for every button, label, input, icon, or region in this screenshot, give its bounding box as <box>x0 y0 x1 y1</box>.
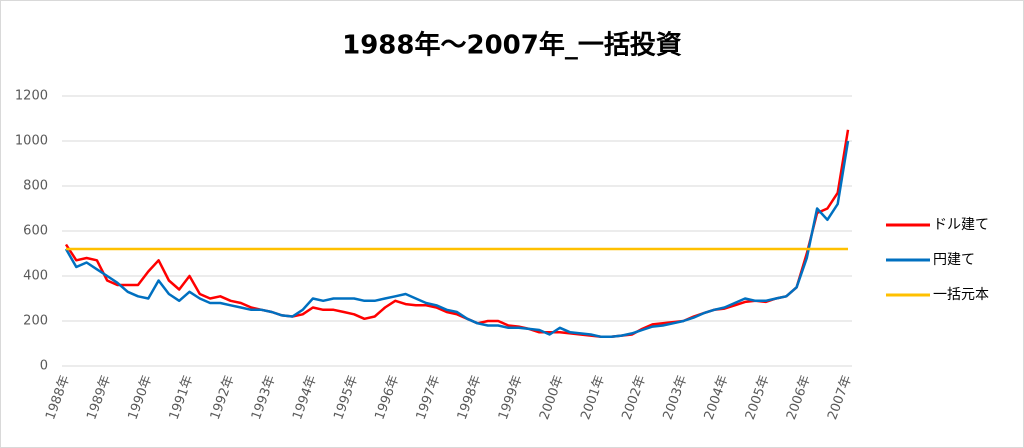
chart-title: 1988年～2007年_一括投資 <box>342 30 682 61</box>
y-tick-label: 0 <box>40 359 48 374</box>
legend-label: 一括元本 <box>933 287 989 303</box>
y-tick-label: 1200 <box>15 89 48 104</box>
legend-label: ドル建て <box>933 217 989 233</box>
y-tick-label: 400 <box>23 269 48 284</box>
y-tick-label: 200 <box>23 314 48 329</box>
y-tick-label: 600 <box>23 224 48 239</box>
series-line <box>64 140 850 339</box>
y-tick-label: 1000 <box>15 134 48 149</box>
y-tick-label: 800 <box>23 179 48 194</box>
legend-label: 円建て <box>933 252 975 268</box>
